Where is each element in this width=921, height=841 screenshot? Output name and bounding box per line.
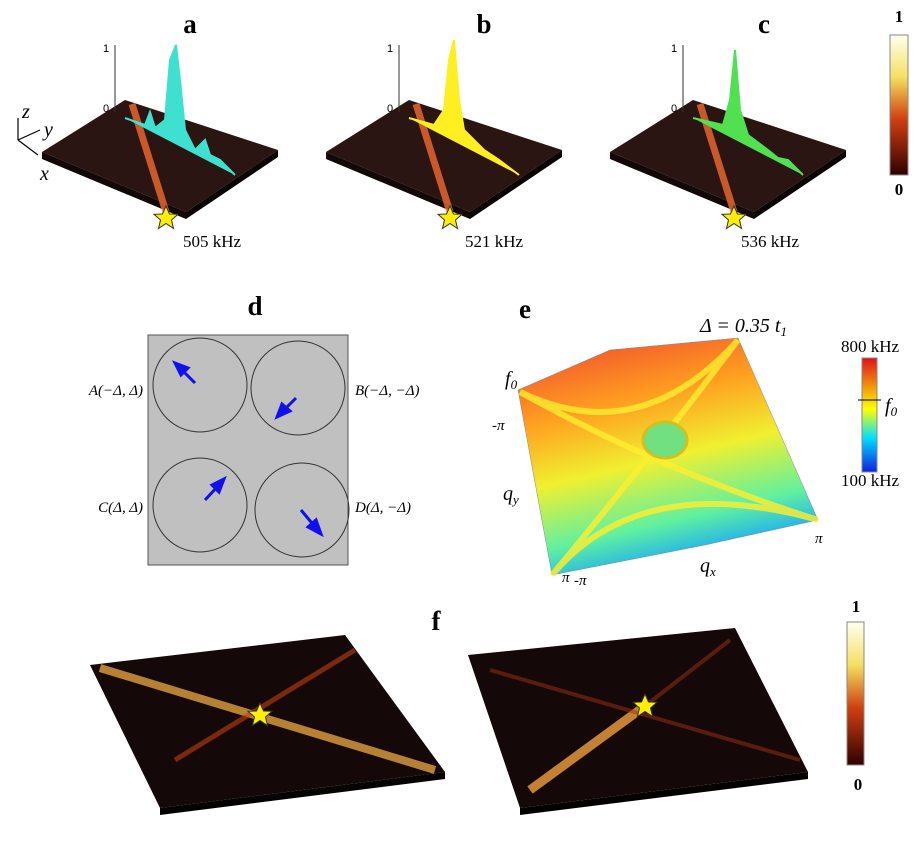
x-label: qx [700, 555, 716, 579]
axis-max: 1 [103, 43, 109, 55]
colorbar-min: 0 [895, 180, 904, 199]
site-circle [250, 340, 346, 436]
sites [152, 337, 350, 558]
axis-min: 0 [387, 103, 393, 115]
axis-min: 0 [671, 103, 677, 115]
panel-label: e [519, 294, 531, 324]
plate [42, 100, 278, 212]
site-label: A(−Δ, Δ) [88, 383, 143, 399]
plate-edge [610, 152, 754, 219]
site-label: B(−Δ, −Δ) [355, 383, 420, 399]
frequency: 505 kHz [183, 232, 242, 251]
colorbar-max: 1 [895, 7, 904, 26]
axis-min: 0 [103, 103, 109, 115]
spectrum [692, 49, 804, 176]
plate-edge [160, 772, 445, 815]
colorbar-min: 100 kHz [841, 471, 900, 490]
panel-b: 1 0 b 521 kHz [326, 9, 562, 251]
panel-title: Δ = 0.35 t1 [699, 315, 787, 339]
axis-max: 1 [387, 43, 393, 55]
plate-edge [754, 150, 846, 219]
panel-c: 1 0 c 536 kHz [610, 9, 846, 251]
plate-edge [470, 150, 562, 219]
plate-edge [520, 772, 808, 815]
label-part: y [511, 492, 519, 507]
axis-max: 1 [671, 43, 677, 55]
site-circle [152, 337, 248, 433]
colorbar-max: 1 [852, 597, 861, 616]
surface-pocket [641, 420, 689, 460]
y-tick: -π [492, 418, 505, 434]
panel-label: b [476, 9, 491, 39]
plate [326, 100, 562, 212]
site-circle [254, 462, 350, 558]
colorbar [889, 34, 909, 176]
label-part: 0 [891, 404, 898, 419]
label-part: Δ = 0.35 t [699, 315, 781, 337]
beam [643, 638, 732, 708]
y-axis [17, 129, 41, 141]
colorbar [861, 357, 878, 473]
plate [610, 100, 846, 212]
x-tick: π [815, 531, 823, 547]
label-part: q [503, 483, 513, 505]
colorbar-mid: f0 [885, 395, 898, 419]
panel-label: d [247, 291, 262, 321]
site-circle [152, 457, 248, 553]
surface-ridge [518, 338, 819, 577]
frequency: 536 kHz [741, 232, 800, 251]
plate [468, 628, 808, 808]
label-part: f [885, 395, 893, 417]
colorbar-min: 0 [854, 775, 863, 794]
panel-label: f [432, 606, 442, 636]
label-part: q [700, 555, 710, 577]
colorbar-max: 800 kHz [841, 337, 900, 356]
label-part: 0 [511, 377, 518, 392]
beam [98, 664, 437, 774]
z-label: z [21, 101, 30, 123]
y-label: y [42, 119, 53, 141]
plate-edge [42, 152, 186, 219]
spectrum [408, 39, 520, 176]
x-tick: -π [574, 573, 587, 589]
panel-a: 1 0 a 505 kHz [42, 9, 278, 251]
label-part: f [505, 368, 513, 390]
beam [489, 668, 801, 762]
map-right [468, 628, 808, 815]
site-label: D(Δ, −Δ) [354, 500, 411, 516]
y-label: qy [503, 483, 519, 507]
colorbar [846, 621, 865, 766]
xyz-axes [17, 118, 41, 156]
map-left [90, 635, 445, 815]
panel-label: c [758, 9, 770, 39]
beam [527, 702, 648, 794]
arrows [171, 360, 324, 538]
x-label: x [39, 163, 49, 185]
plate-edge [326, 152, 470, 219]
site-label: C(Δ, Δ) [98, 500, 143, 516]
beam [173, 647, 357, 763]
label-part: 1 [780, 324, 787, 339]
z-label: f0 [505, 368, 518, 392]
frequency: 521 kHz [465, 232, 524, 251]
label-part: x [709, 564, 716, 579]
plate-edge [186, 150, 278, 219]
panel-label: a [183, 9, 197, 39]
y-tick: π [562, 570, 570, 586]
spectrum [124, 44, 236, 176]
x-axis [17, 139, 39, 156]
